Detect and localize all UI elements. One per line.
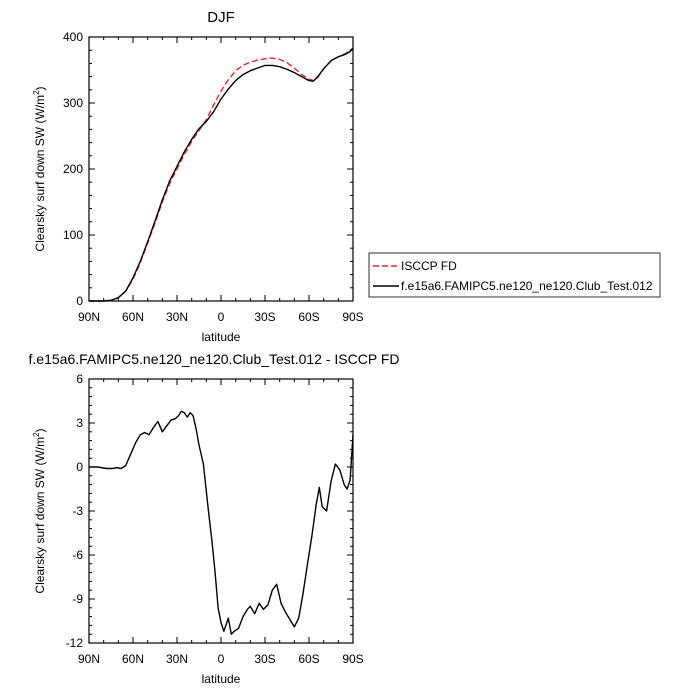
series-isccp-line — [89, 47, 354, 302]
y-axis-label: Clearsky surf down SW (W/m2) — [32, 428, 47, 593]
x-tick-label: 30N — [166, 652, 188, 666]
x-tick-label: 30S — [254, 652, 275, 666]
bottom-chart: f.e15a6.FAMIPC5.ne120_ne120.Club_Test.01… — [29, 351, 400, 686]
legend: ISCCP FD f.e15a6.FAMIPC5.ne120_ne120.Club… — [368, 252, 661, 298]
plot-frame — [88, 36, 354, 302]
legend-box — [368, 252, 661, 298]
y-tick-label: 3 — [76, 416, 83, 430]
x-tick-label: 90N — [78, 310, 100, 324]
x-axis-label: latitude — [202, 330, 241, 344]
plot-frame — [88, 378, 354, 644]
x-tick-label: 60S — [298, 652, 319, 666]
legend-label: f.e15a6.FAMIPC5.ne120_ne120.Club_Test.01… — [401, 279, 653, 293]
y-axis-label: Clearsky surf down SW (W/m2) — [32, 86, 47, 251]
y-tick-label: 0 — [76, 294, 83, 308]
x-tick-label: 0 — [218, 652, 225, 666]
y-tick-label: -9 — [72, 592, 83, 606]
legend-label: ISCCP FD — [401, 259, 457, 273]
x-axis-label: latitude — [202, 672, 241, 686]
x-tick-label: 90S — [342, 310, 363, 324]
chart-title: f.e15a6.FAMIPC5.ne120_ne120.Club_Test.01… — [29, 351, 400, 367]
y-tick-label: 300 — [63, 96, 83, 110]
x-tick-label: 90S — [342, 652, 363, 666]
y-tick-label: 0 — [76, 460, 83, 474]
x-tick-label: 60N — [122, 310, 144, 324]
x-tick-label: 30N — [166, 310, 188, 324]
x-tick-label: 60S — [298, 310, 319, 324]
x-tick-label: 30S — [254, 310, 275, 324]
difference-line — [89, 410, 354, 635]
y-tick-label: -3 — [72, 504, 83, 518]
y-tick-label: -12 — [66, 636, 84, 650]
chart-title: DJF — [207, 9, 235, 26]
y-tick-label: 200 — [63, 162, 83, 176]
x-tick-label: 90N — [78, 652, 100, 666]
y-tick-label: -6 — [72, 548, 83, 562]
x-tick-label: 0 — [218, 310, 225, 324]
y-tick-label: 400 — [63, 30, 83, 44]
top-chart: DJF 90N 60N 30N 0 30S 60S 90S 0 100 200 300 400 latit… — [32, 9, 364, 344]
y-tick-label: 100 — [63, 228, 83, 242]
x-tick-label: 60N — [122, 652, 144, 666]
series-model-line — [89, 47, 354, 302]
y-tick-label: 6 — [76, 372, 83, 386]
